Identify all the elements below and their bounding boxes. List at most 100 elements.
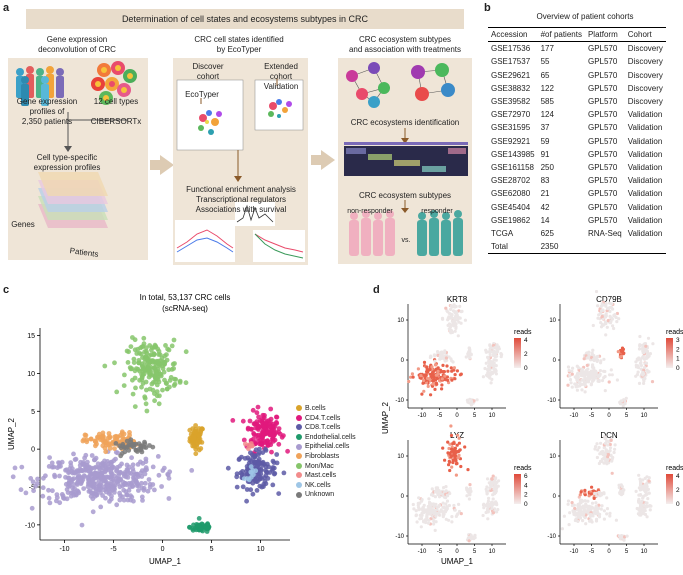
feature-point xyxy=(434,363,438,367)
feature-point xyxy=(583,374,587,378)
umap-point xyxy=(265,442,271,448)
feature-point xyxy=(488,347,492,351)
umap-point xyxy=(81,486,87,491)
feature-point xyxy=(432,369,436,373)
feature-point xyxy=(604,449,608,453)
feature-point xyxy=(575,511,579,516)
x-tick-label: 10 xyxy=(489,413,496,419)
umap-point xyxy=(144,408,150,414)
umap-point xyxy=(147,484,153,490)
umap-point xyxy=(149,381,155,387)
table-cell: Validation xyxy=(627,215,663,225)
feature-point xyxy=(597,313,601,317)
feature-point xyxy=(434,486,438,490)
umap-point xyxy=(146,365,152,371)
feature-point xyxy=(427,510,431,514)
feature-point xyxy=(569,381,573,385)
umap-point xyxy=(140,461,146,466)
umap-point xyxy=(140,498,145,503)
y-tick-label: -10 xyxy=(25,522,35,529)
feature-point xyxy=(428,367,432,372)
feature-point xyxy=(645,350,649,354)
umap-point xyxy=(109,441,115,447)
feature-point xyxy=(453,377,457,381)
feature-point xyxy=(601,308,605,312)
y-tick-label: 0 xyxy=(401,494,405,500)
feature-point xyxy=(577,505,582,509)
cluster-cd8-t-cells xyxy=(225,446,287,504)
legend-label: Fibroblasts xyxy=(305,452,340,460)
umap-point xyxy=(113,433,119,439)
umap-point xyxy=(82,467,88,473)
umap-point xyxy=(131,356,137,362)
box3-title-line2: and association with treatments xyxy=(348,45,462,54)
legend-label: NK.cells xyxy=(305,481,331,489)
non-responder-label: non-responder xyxy=(347,208,393,215)
umap-point xyxy=(281,433,286,438)
feature-point xyxy=(432,522,436,526)
feature-point xyxy=(592,496,596,500)
feature-plot-title: KRT8 xyxy=(447,295,468,304)
feature-point xyxy=(445,507,449,511)
umap-point xyxy=(196,433,202,439)
feature-point xyxy=(645,368,649,372)
feature-point xyxy=(444,489,448,493)
umap-point xyxy=(146,370,151,375)
table-cell: Validation xyxy=(627,176,663,186)
feature-point xyxy=(583,390,587,394)
umap-point xyxy=(150,358,156,364)
feature-point xyxy=(595,442,599,446)
umap-point xyxy=(255,404,261,410)
umap-point xyxy=(163,343,168,348)
legend-marker xyxy=(296,443,302,450)
feature-point xyxy=(600,314,604,319)
table-cell: GPL570 xyxy=(587,44,618,54)
feature-point xyxy=(647,491,651,495)
colorbar-tick-label: 4 xyxy=(524,482,528,489)
umap-point xyxy=(183,349,189,355)
feature-point xyxy=(600,504,604,508)
feature-point xyxy=(625,534,629,538)
feature-point xyxy=(585,363,589,367)
table-cell: 65 xyxy=(540,70,550,80)
umap-point xyxy=(154,358,160,364)
feature-point xyxy=(580,373,584,377)
umap-point xyxy=(128,344,134,349)
feature-point xyxy=(418,513,422,517)
legend-item: NK.cells xyxy=(296,481,356,491)
box1-title-line1: Gene expression xyxy=(46,35,108,44)
umap-point xyxy=(89,490,95,496)
cluster-mast-cells xyxy=(243,441,255,452)
x-axis-label: UMAP_1 xyxy=(149,557,182,566)
feature-point xyxy=(577,495,581,499)
umap-point xyxy=(127,430,132,435)
x-tick-label: -10 xyxy=(418,413,427,419)
feature-point xyxy=(441,513,445,517)
feature-point xyxy=(617,317,621,321)
feature-point xyxy=(597,515,602,519)
feature-point xyxy=(583,499,587,503)
feature-point xyxy=(447,446,451,451)
panel-d-letter: d xyxy=(373,284,380,296)
umap-point xyxy=(183,380,189,386)
umap-point xyxy=(91,485,96,490)
feature-point xyxy=(457,449,461,454)
feature-point xyxy=(433,528,437,532)
umap-point xyxy=(122,372,127,378)
feature-point xyxy=(454,304,458,309)
umap-point xyxy=(114,502,120,508)
umap-point xyxy=(88,436,94,442)
box3-title-line1: CRC ecosystem subtypes xyxy=(358,35,452,44)
umap-point xyxy=(18,487,24,493)
umap-points xyxy=(10,335,290,534)
colorbar-tick-label: 0 xyxy=(524,365,528,372)
feature-point xyxy=(582,378,586,382)
umap-point xyxy=(101,478,107,484)
feature-point xyxy=(488,483,493,487)
feature-point xyxy=(602,456,606,460)
feature-point xyxy=(623,402,627,406)
feature-point xyxy=(458,373,462,377)
y-tick-label: 10 xyxy=(549,318,556,324)
feature-point xyxy=(465,494,469,498)
discover-umap-icon xyxy=(198,110,222,135)
